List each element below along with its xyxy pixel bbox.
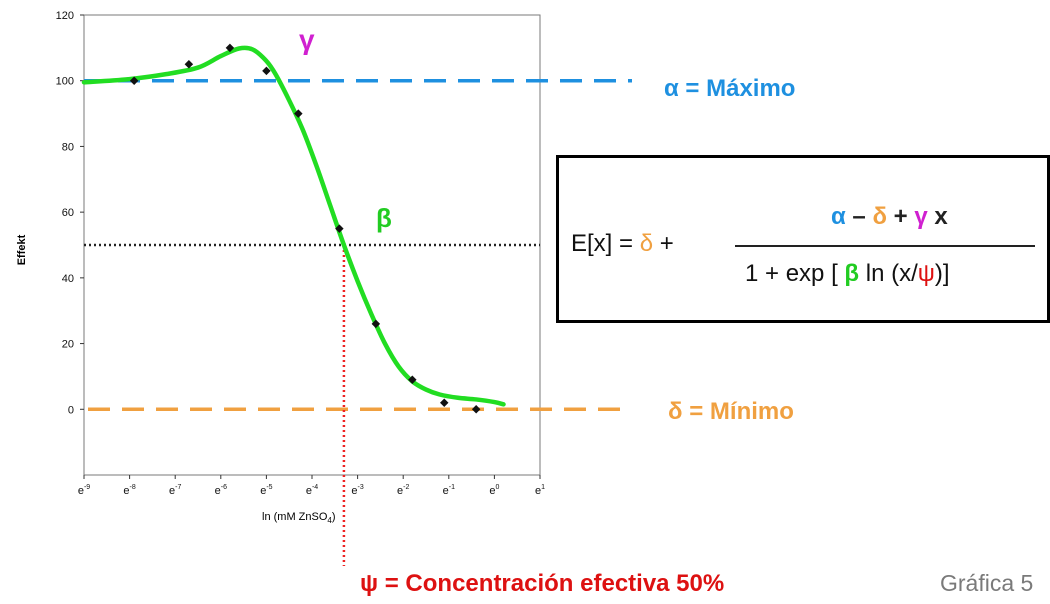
x-axis-label-main: ln (mM ZnSO [262,511,328,523]
formula-num-plus: + [887,203,915,230]
x-tick-label: e-7 [169,484,181,497]
fit-curve-group [81,45,506,407]
gamma-label: γ [299,24,315,55]
psi-ec50-label: ψ = Concentración efectiva 50% [360,570,725,597]
formula-lhs-delta: δ [639,230,654,257]
formula-den-beta: β [844,260,860,287]
y-tick-label: 60 [62,207,74,219]
y-tick-label: 0 [68,404,74,416]
guide-lines-group [84,78,632,566]
data-point [184,60,194,69]
formula-denominator: 1 + exp [ β ln (x/ψ)] [745,260,950,288]
data-point [408,375,417,384]
x-tick-label: e-1 [443,484,455,497]
formula-lhs-plus: + [653,230,674,257]
figure-caption: Gráfica 5 [940,570,1034,596]
data-point [335,224,344,233]
x-axis-label-end: ) [331,511,336,523]
y-tick-label: 100 [56,76,74,88]
data-point [129,76,139,85]
axes-group: 0 20 40 60 80 100 120 e-9 e-8 e-7 e-6 e-5 e-4 e-3 e-2 e… [56,10,545,497]
data-points-group [129,43,481,414]
x-tick-label: e-5 [260,484,272,497]
x-axis-label: ln (mM ZnSO4) [262,511,336,525]
formula-num-gamma: γ [914,203,928,230]
x-tick-label: e-4 [306,484,318,497]
fit-curve [81,45,506,407]
formula-lhs-text: E[x] = [571,230,640,257]
plot-frame [83,14,541,476]
data-point [225,43,235,53]
x-tick-label: e1 [535,484,545,497]
formula-den-text: 1 + exp [ [745,260,845,287]
data-point [294,109,303,118]
data-point [371,319,381,329]
x-tick-label: e-8 [123,484,135,497]
y-tick-label: 40 [62,273,74,285]
formula-num-minus: – [845,203,873,230]
x-tick-label: e-3 [351,484,363,497]
data-point [439,398,449,407]
formula-num-x: x [927,203,948,230]
formula-lhs: E[x] = δ + [571,230,674,258]
x-tick-label: e-2 [397,484,409,497]
x-tick-label: e0 [489,484,499,497]
y-tick-label: 20 [62,339,74,351]
data-point [471,405,481,414]
x-tick-label: e-6 [215,484,227,497]
formula-den-close: )] [934,260,950,287]
beta-label: β [376,203,392,233]
formula-box: E[x] = δ + α – δ + γ x 1 + exp [ β ln (x… [556,155,1050,323]
x-axis-label-subscript: 4 [327,516,332,526]
formula-num-delta: δ [872,203,888,230]
formula-fraction-bar [735,245,1035,247]
y-axis-label: Effekt [16,234,28,266]
data-point [262,66,271,76]
delta-minimum-label: δ = Mínimo [668,398,794,425]
formula-numerator: α – δ + γ x [831,203,948,231]
alpha-maximum-label: α = Máximo [664,75,796,102]
formula-den-psi: ψ [917,260,935,287]
y-tick-label: 80 [62,141,74,153]
y-tick-label: 120 [56,10,74,22]
x-tick-label: e-9 [78,484,90,497]
formula-num-alpha: α [831,203,846,230]
formula-den-ln: ln (x/ [859,260,918,287]
